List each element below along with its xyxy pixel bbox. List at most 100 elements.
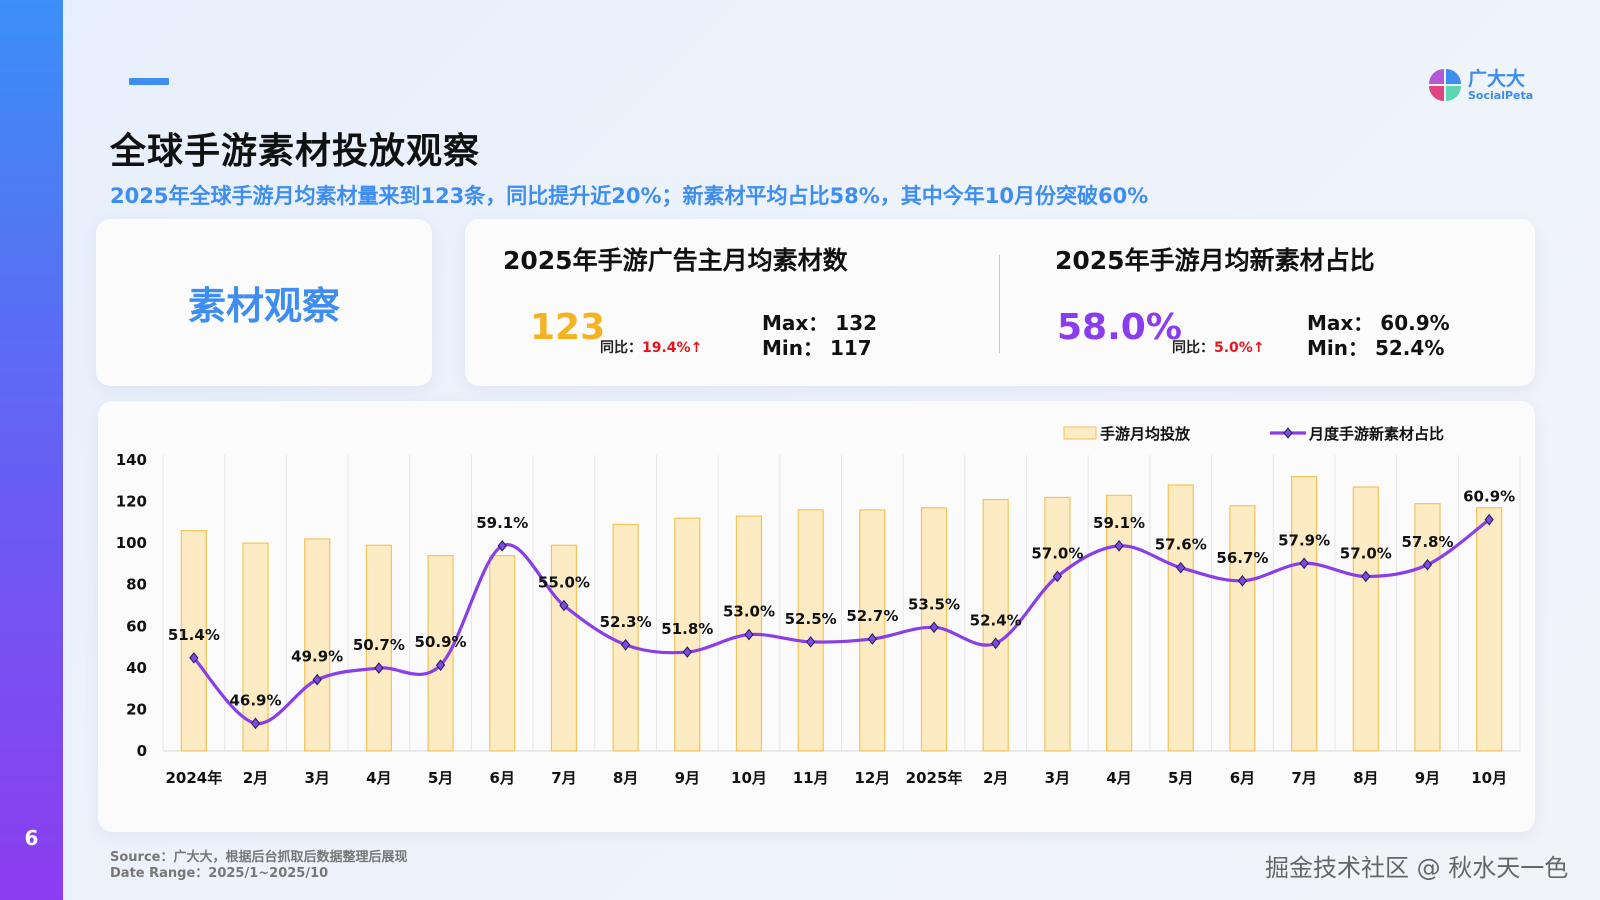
- data-label: 59.1%: [476, 514, 528, 532]
- x-tick-label: 9月: [675, 769, 700, 787]
- y-tick-label: 60: [126, 617, 147, 635]
- stat-yoy-ratio: 同比：5.0%↑: [1172, 340, 1265, 356]
- line-point: [620, 638, 631, 651]
- logo-cn: 广大大: [1468, 67, 1526, 90]
- x-tick-label: 10月: [1471, 769, 1507, 787]
- x-tick-label: 4月: [366, 769, 391, 787]
- page-subtitle: 2025年全球手游月均素材量来到123条，同比提升近20%；新素材平均占比58%…: [110, 184, 1149, 208]
- line-point: [312, 673, 322, 686]
- line-point: [744, 628, 754, 641]
- data-label: 46.9%: [229, 691, 281, 709]
- line-point: [1052, 570, 1063, 583]
- x-tick-label: 5月: [1168, 769, 1193, 787]
- bar: [982, 498, 1009, 752]
- bar: [1229, 505, 1256, 752]
- bar: [1476, 507, 1503, 752]
- bar: [1291, 476, 1318, 752]
- stats-card: 2025年手游广告主月均素材数 123 同比：19.4%↑ Max： 132 M…: [465, 219, 1535, 386]
- line-point: [497, 540, 507, 552]
- data-label: 57.0%: [1031, 544, 1083, 562]
- x-tick-label: 8月: [1353, 769, 1378, 787]
- line-series: [192, 518, 1491, 725]
- stat-max-ratio: Max： 60.9%: [1307, 311, 1450, 335]
- x-tick-label: 4月: [1106, 769, 1131, 787]
- line-point: [867, 633, 877, 645]
- bar: [304, 538, 331, 752]
- data-label: 53.0%: [723, 603, 775, 621]
- data-label: 56.7%: [1216, 549, 1268, 567]
- y-tick-label: 0: [137, 742, 147, 760]
- bar: [242, 542, 269, 752]
- x-tick-label: 10月: [731, 769, 767, 787]
- legend-bar-swatch: [1063, 426, 1097, 440]
- data-label: 50.9%: [415, 633, 467, 651]
- bar: [365, 544, 392, 752]
- data-label: 60.9%: [1463, 488, 1515, 506]
- line-point: [189, 652, 199, 664]
- data-label: 51.4%: [168, 626, 220, 644]
- line-point: [806, 636, 816, 648]
- watermark: 掘金技术社区 @ 秋水天一色: [1265, 854, 1569, 882]
- stat-yoy-count: 同比：19.4%↑: [600, 340, 703, 356]
- line-point: [1299, 557, 1309, 570]
- line-point: [1361, 570, 1371, 583]
- data-label: 57.9%: [1278, 531, 1330, 549]
- bar: [489, 555, 516, 752]
- page-number: 6: [24, 826, 39, 850]
- data-label: 52.4%: [970, 611, 1022, 629]
- bar: [674, 517, 701, 752]
- x-tick-label: 6月: [1230, 769, 1255, 787]
- bar: [612, 523, 639, 752]
- footer: Source：广大大，根据后台抓取后数据整理后展现 Date Range：202…: [110, 850, 407, 882]
- x-tick-label: 11月: [793, 769, 829, 787]
- stat-value-count: 123: [530, 307, 606, 348]
- data-label: 57.0%: [1340, 544, 1392, 562]
- line-point: [1237, 574, 1248, 587]
- socialpeta-logo-icon: [1429, 69, 1461, 101]
- bar: [859, 509, 886, 752]
- section-card: 素材观察: [96, 219, 432, 386]
- y-tick-label: 20: [126, 700, 147, 718]
- x-tick-label: 2025年: [906, 769, 963, 787]
- x-tick-label: 9月: [1415, 769, 1440, 787]
- data-label: 52.5%: [785, 610, 837, 628]
- section-label: 素材观察: [187, 284, 340, 328]
- stat-value-ratio: 58.0%: [1057, 307, 1182, 348]
- bar: [550, 544, 578, 752]
- divider: [999, 255, 1000, 353]
- data-label: 50.7%: [353, 636, 405, 654]
- logo: 广大大 SocialPeta: [1428, 68, 1533, 102]
- stat-max-count: Max： 132: [762, 311, 878, 335]
- logo-en: SocialPeta: [1468, 88, 1534, 102]
- stat-min-count: Min： 117: [762, 336, 872, 360]
- data-label: 51.8%: [661, 620, 713, 638]
- x-tick-label: 8月: [613, 769, 638, 787]
- data-label: 55.0%: [538, 574, 590, 592]
- bar: [1414, 503, 1441, 752]
- x-tick-label: 3月: [1045, 769, 1070, 787]
- y-tick-label: 80: [126, 576, 147, 594]
- x-tick-label: 7月: [551, 769, 576, 787]
- data-label: 52.7%: [846, 607, 898, 625]
- line-point: [374, 662, 384, 674]
- x-tick-label: 2月: [243, 769, 268, 787]
- x-tick-label: 12月: [854, 769, 890, 787]
- legend-line-label: 月度手游新素材占比: [1308, 425, 1444, 443]
- x-tick-label: 2024年: [165, 769, 222, 787]
- data-label: 57.8%: [1401, 533, 1453, 551]
- source-note: Source：广大大，根据后台抓取后数据整理后展现: [110, 850, 408, 865]
- x-tick-label: 7月: [1291, 769, 1316, 787]
- line-point: [682, 646, 692, 658]
- line-point: [435, 659, 446, 671]
- bar: [1044, 496, 1071, 752]
- stat-title-count: 2025年手游广告主月均素材数: [503, 246, 848, 275]
- line-point: [929, 621, 939, 634]
- line-point: [1176, 561, 1186, 574]
- page-title: 全球手游素材投放观察: [110, 131, 481, 172]
- x-tick-label: 2月: [983, 769, 1008, 787]
- bar: [797, 509, 824, 752]
- y-tick-label: 120: [116, 493, 147, 511]
- line-point: [1114, 540, 1124, 552]
- data-label: 53.5%: [908, 595, 960, 613]
